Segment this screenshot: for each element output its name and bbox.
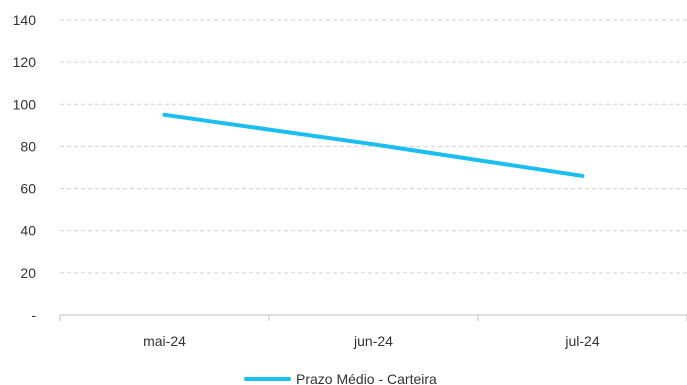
legend: Prazo Médio - Carteira (244, 371, 437, 385)
series-lines (162, 112, 585, 178)
y-tick-label: 140 (13, 12, 37, 28)
gridlines (60, 19, 687, 274)
y-tick-label: 80 (20, 138, 36, 154)
y-tick-label: - (31, 307, 36, 323)
axes (59, 314, 687, 321)
y-tick-label: 60 (20, 181, 36, 197)
y-tick-label: 20 (20, 265, 36, 281)
legend-label: Prazo Médio - Carteira (296, 371, 437, 385)
y-tick-label: 40 (20, 223, 36, 239)
y-tick-label: 100 (13, 96, 37, 112)
y-axis-ticks: - 20 40 60 80 100 120 140 (13, 12, 37, 323)
x-tick-label: mai-24 (143, 333, 186, 349)
x-tick-label: jul-24 (564, 333, 599, 349)
x-axis-ticks: mai-24 jun-24 jul-24 (143, 333, 600, 349)
y-tick-label: 120 (13, 54, 37, 70)
x-tick-label: jun-24 (353, 333, 393, 349)
series-line (162, 112, 585, 178)
